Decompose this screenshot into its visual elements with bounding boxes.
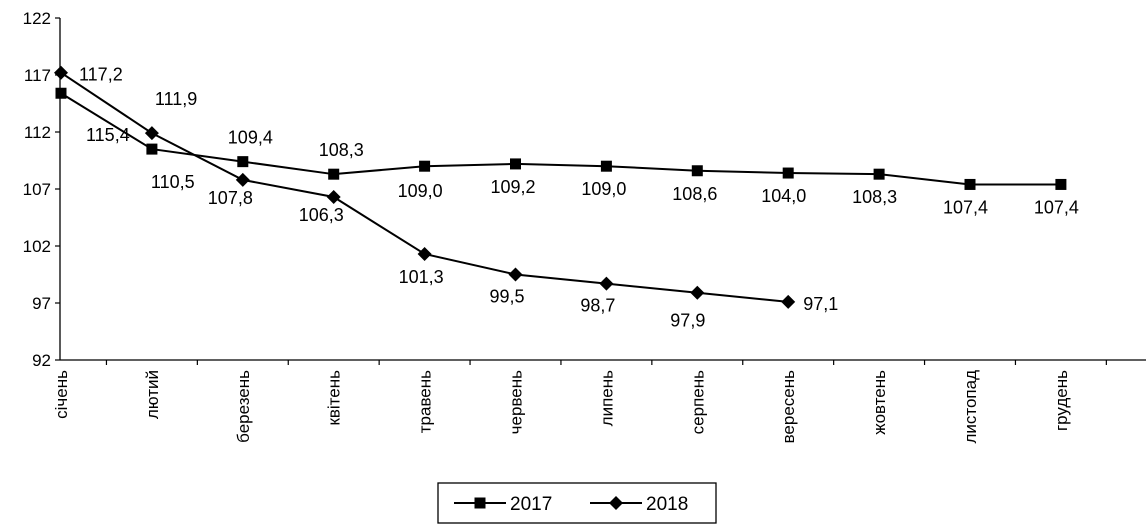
data-label-2017: 109,4 [228, 128, 273, 148]
data-point-2017 [873, 168, 885, 180]
data-point-2017 [55, 87, 67, 99]
data-label-2017: 108,3 [852, 187, 897, 207]
data-labels: 115,4 110,5 109,4 108,3 109,0 109,2 109,0 108,6… [79, 65, 1079, 331]
data-point-2018 [781, 294, 796, 309]
x-tick-label: квітень [325, 370, 344, 426]
data-point-2017 [510, 158, 521, 170]
series-line-2017 [60, 92, 1061, 186]
data-point-2017 [419, 160, 431, 172]
y-tick-label: 97 [32, 294, 51, 313]
data-label-2017: 109,0 [581, 179, 626, 199]
data-point-2018 [326, 189, 341, 204]
data-point-2018 [235, 172, 250, 187]
data-label-2017: 104,0 [761, 186, 806, 206]
x-tick-label: вересень [779, 370, 798, 444]
data-point-2017 [782, 167, 794, 179]
series-layer [54, 65, 1067, 309]
data-point-2018 [417, 246, 432, 261]
x-tick-label: липень [597, 370, 616, 426]
x-tick-label: листопад [961, 370, 980, 444]
legend-marker-2018 [609, 496, 623, 510]
x-tick-label: грудень [1052, 370, 1071, 431]
data-point-2017 [600, 160, 612, 172]
data-point-2018 [144, 126, 159, 141]
data-point-2018 [599, 276, 614, 291]
y-tick-label: 107 [23, 180, 51, 199]
legend-marker-2017 [474, 497, 486, 509]
data-label-2017: 107,4 [1034, 197, 1079, 217]
y-tick-label: 117 [24, 66, 51, 85]
y-tick-label: 112 [24, 123, 51, 142]
data-label-2017: 109,0 [398, 181, 443, 201]
axes: 92 97 102 107 112 117 122 січень лютий березень кв… [23, 9, 1146, 444]
data-point-2017 [964, 178, 976, 190]
x-tick-label: травень [416, 370, 435, 433]
data-label-2017: 108,6 [672, 184, 717, 204]
data-label-2018: 97,9 [670, 311, 705, 331]
legend-label-2018: 2018 [646, 494, 688, 515]
data-label-2017: 107,4 [943, 197, 988, 217]
x-tick-label: лютий [143, 370, 162, 419]
y-tick-label: 122 [23, 9, 51, 28]
data-point-2017 [146, 143, 158, 155]
y-tick-label: 92 [32, 351, 51, 370]
data-point-2017 [691, 165, 703, 177]
data-point-2017 [237, 156, 249, 168]
data-point-2017 [1055, 178, 1067, 190]
data-label-2017: 115,4 [86, 125, 130, 145]
data-point-2018 [508, 267, 523, 282]
data-label-2017: 109,2 [491, 177, 536, 197]
x-tick-label: червень [507, 370, 526, 434]
data-label-2018: 99,5 [490, 287, 525, 307]
data-point-2018 [690, 285, 705, 300]
data-label-2018: 107,8 [208, 188, 253, 208]
x-tick-label: жовтень [870, 370, 889, 435]
x-tick-label: січень [52, 370, 71, 419]
data-label-2018: 101,3 [399, 267, 444, 287]
y-tick-label: 102 [23, 237, 51, 256]
data-label-2018: 98,7 [580, 296, 615, 316]
data-label-2018: 97,1 [803, 294, 838, 314]
data-label-2018: 117,2 [79, 65, 123, 85]
data-point-2018 [54, 65, 68, 80]
data-label-2017: 110,5 [151, 172, 195, 192]
x-tick-label: березень [234, 370, 253, 443]
data-label-2018: 106,3 [299, 205, 344, 225]
data-label-2017: 108,3 [319, 140, 364, 160]
x-tick-label: серпень [688, 370, 707, 434]
legend: 2017 2018 [437, 482, 717, 524]
legend-label-2017: 2017 [510, 494, 552, 515]
data-label-2018: 111,9 [155, 89, 197, 109]
data-point-2017 [328, 168, 340, 180]
